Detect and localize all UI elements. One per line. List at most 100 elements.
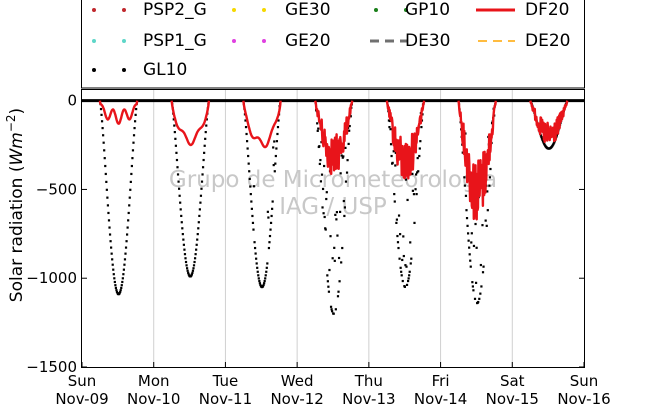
gl10-point	[256, 266, 259, 269]
gl10-point	[401, 258, 404, 262]
y-tick-label: −500	[36, 180, 77, 198]
gl10-point	[110, 252, 113, 255]
gl10-point	[395, 218, 399, 221]
gl10-point	[196, 233, 199, 236]
gl10-point	[182, 243, 185, 246]
gl10-point	[484, 219, 487, 222]
gl10-point	[399, 266, 402, 269]
gl10-point	[395, 221, 398, 225]
gl10-point	[323, 164, 326, 168]
gl10-point	[333, 246, 336, 249]
gl10-point	[405, 283, 409, 287]
gl10-point	[334, 308, 337, 311]
gl10-point	[242, 99, 245, 102]
legend-marker	[92, 8, 96, 12]
gl10-point	[136, 99, 139, 102]
gl10-point	[178, 194, 181, 197]
gl10-point	[175, 158, 179, 162]
gl10-point	[124, 252, 127, 255]
gl10-point	[185, 267, 189, 270]
gl10-point	[118, 292, 121, 295]
gl10-point	[179, 201, 182, 204]
x-tick-date: Nov-10	[127, 390, 180, 408]
gl10-point	[195, 243, 198, 246]
legend-marker	[262, 8, 266, 12]
gl10-point	[464, 194, 468, 197]
gl10-point	[106, 196, 109, 199]
gl10-point	[119, 290, 122, 294]
gl10-point	[482, 265, 485, 268]
y-tick-label: −1500	[26, 358, 77, 376]
gl10-point	[340, 154, 343, 157]
gl10-point	[186, 269, 189, 272]
gl10-point	[388, 119, 392, 123]
y-axis-label-unit: Wm	[7, 132, 27, 165]
gl10-point	[130, 172, 133, 176]
gl10-point	[256, 270, 259, 273]
gl10-point	[262, 283, 265, 287]
gl10-point	[275, 147, 278, 150]
gl10-point	[327, 290, 331, 293]
gl10-point	[393, 192, 396, 196]
gl10-point	[340, 261, 343, 264]
gl10-point	[263, 282, 266, 285]
series-df20	[98, 100, 569, 221]
legend-marker	[122, 8, 126, 12]
gl10-point	[418, 147, 421, 150]
gl10-point	[115, 290, 119, 294]
gl10-point	[104, 172, 107, 176]
gl10-point	[192, 267, 195, 270]
gl10-point	[244, 125, 248, 129]
gl10-point	[261, 285, 265, 288]
gl10-point	[325, 191, 328, 194]
x-tick-date: Nov-12	[270, 390, 323, 408]
gl10-point	[174, 137, 177, 140]
gl10-point	[180, 214, 183, 218]
gl10-point	[313, 99, 317, 102]
legend-marker	[92, 39, 96, 43]
gl10-point	[325, 197, 328, 201]
gl10-point	[335, 211, 339, 214]
gl10-point	[102, 141, 105, 144]
y-axis-label-close: )	[7, 108, 27, 115]
gl10-point	[342, 199, 345, 203]
gl10-point	[174, 144, 178, 147]
gl10-point	[405, 265, 408, 268]
gl10-point	[181, 233, 184, 236]
gl10-point	[252, 185, 256, 188]
gl10-point	[184, 260, 188, 264]
gl10-point	[339, 210, 342, 213]
gl10-point	[542, 141, 545, 144]
gl10-point	[552, 142, 555, 145]
gl10-point	[273, 170, 276, 173]
gl10-point	[341, 246, 344, 250]
gl10-point	[249, 185, 252, 188]
gl10-point	[416, 156, 419, 160]
gl10-point	[121, 277, 124, 280]
x-tick-date: Nov-16	[557, 390, 610, 408]
gl10-point	[268, 241, 271, 244]
gl10-point	[422, 99, 426, 102]
gl10-point	[122, 268, 126, 271]
gl10-point	[345, 171, 349, 174]
gl10-point	[133, 120, 137, 123]
gl10-point	[397, 214, 401, 217]
gl10-point	[185, 264, 188, 267]
gl10-point	[401, 279, 404, 283]
gl10-point	[133, 126, 136, 130]
x-tick-day: Sun	[570, 372, 599, 390]
gl10-point	[329, 305, 333, 308]
gl10-point	[321, 206, 324, 209]
gl10-point	[389, 128, 392, 131]
gl10-point	[125, 240, 128, 243]
gl10-point	[128, 204, 131, 207]
gl10-point	[102, 134, 105, 137]
gl10-point	[344, 146, 347, 149]
gl10-point	[114, 284, 117, 287]
gl10-point	[198, 214, 201, 218]
gl10-point	[248, 177, 251, 181]
gl10-point	[566, 99, 569, 102]
gl10-point	[272, 146, 275, 149]
gl10-point	[419, 140, 422, 143]
gl10-point	[336, 295, 340, 298]
